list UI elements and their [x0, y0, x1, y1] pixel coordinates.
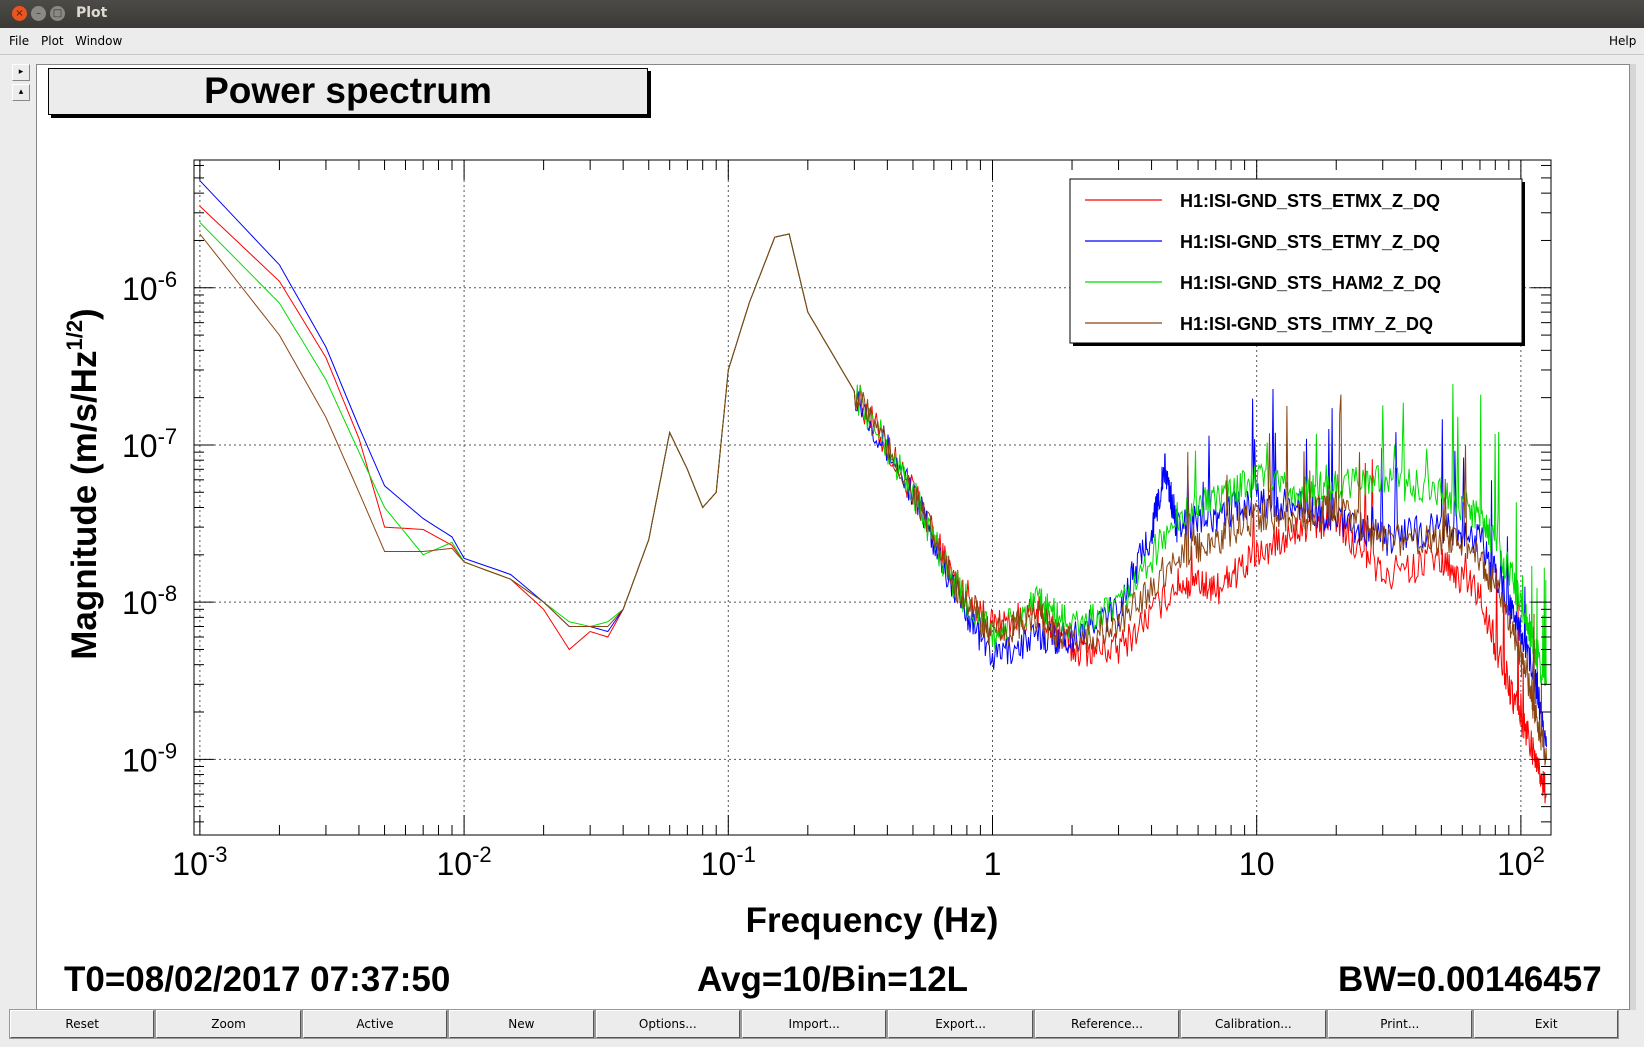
button-active[interactable]: Active	[301, 1009, 449, 1039]
window-titlebar: × – □ Plot	[0, 0, 1644, 29]
t0-readout: T0=08/02/2017 07:37:50	[64, 960, 451, 999]
button-zoom[interactable]: Zoom	[155, 1009, 302, 1039]
button-export[interactable]: Export...	[887, 1009, 1034, 1039]
menu-file[interactable]: File	[9, 34, 30, 48]
maximize-icon[interactable]: □	[50, 6, 65, 21]
button-import[interactable]: Import...	[740, 1009, 888, 1039]
window-title: Plot	[76, 5, 108, 21]
menu-bar: File Plot Window Help	[0, 28, 1644, 55]
collapse-arrow-icon[interactable]: ▴	[12, 84, 30, 101]
averages-readout: Avg=10/Bin=12L	[697, 960, 969, 999]
minimize-icon[interactable]: –	[31, 6, 46, 21]
menu-help[interactable]: Help	[1609, 34, 1637, 48]
menu-window[interactable]: Window	[75, 34, 123, 48]
expand-arrow-icon[interactable]: ▸	[12, 64, 30, 81]
bandwidth-readout: BW=0.00146457	[1338, 960, 1602, 999]
button-calibration[interactable]: Calibration...	[1180, 1009, 1327, 1039]
close-icon[interactable]: ×	[12, 6, 27, 21]
menu-plot[interactable]: Plot	[41, 34, 64, 48]
button-reference[interactable]: Reference...	[1033, 1009, 1181, 1039]
button-options[interactable]: Options...	[594, 1009, 741, 1039]
button-reset[interactable]: Reset	[8, 1009, 156, 1039]
plot-canvas[interactable]	[36, 64, 1630, 1010]
button-new[interactable]: New	[448, 1009, 595, 1039]
vertical-scrollbar[interactable]	[1630, 64, 1636, 1010]
plot-title: Power spectrum	[48, 68, 648, 115]
button-print[interactable]: Print...	[1326, 1009, 1473, 1039]
button-exit[interactable]: Exit	[1472, 1009, 1620, 1039]
